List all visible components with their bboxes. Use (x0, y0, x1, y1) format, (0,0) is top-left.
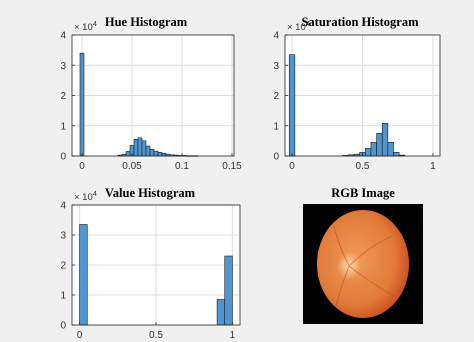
hue-histogram-bar (133, 139, 139, 157)
hue-histogram-title: Hue Histogram (105, 15, 188, 29)
fundus-image (317, 210, 409, 318)
hue-y-tick-label: 2 (60, 91, 66, 102)
hue-histogram-bar (145, 145, 151, 157)
saturation-histogram-title: Saturation Histogram (301, 15, 419, 29)
saturation-histogram-bar (387, 142, 394, 157)
hue-y-exponent-label: × 104 (74, 19, 97, 33)
saturation-histogram-bar (393, 152, 400, 157)
value-histogram-axes: 0 0.5 1 0 1 2 3 4 × 104 (60, 189, 241, 341)
saturation-y-exponent-label: × 104 (287, 19, 310, 33)
hue-x-tick-label: 0.1 (175, 161, 189, 172)
hue-histogram-bar (141, 140, 147, 157)
saturation-x-tick-label: 0.5 (356, 161, 370, 172)
hue-histogram-bar (79, 52, 85, 157)
hue-y-tick-label: 4 (60, 31, 66, 42)
value-x-tick-label: 0 (77, 330, 83, 341)
hue-histogram-bar (137, 137, 143, 157)
saturation-histogram-bar (365, 148, 372, 157)
hue-histogram-panel: Hue Histogram 0 0.05 0.1 0.15 0 1 2 3 4 × 104 (60, 15, 242, 172)
hue-histogram-bar (125, 151, 131, 157)
value-histogram-bar (216, 299, 226, 326)
hue-x-tick-label: 0.05 (122, 161, 142, 172)
saturation-histogram-bar (381, 123, 389, 157)
value-y-tick-label: 0 (60, 321, 66, 332)
hue-x-tick-label: 0.15 (222, 161, 242, 172)
hue-histogram-bar (161, 152, 167, 157)
hue-histogram-bar (157, 152, 163, 157)
saturation-histogram-bar (370, 142, 377, 157)
retinal-vessels (333, 225, 395, 307)
saturation-y-tick-label: 1 (273, 121, 279, 132)
hue-y-tick-label: 3 (60, 61, 66, 72)
rgb-image-panel: RGB Image (303, 186, 423, 324)
saturation-histogram-bar (376, 133, 383, 157)
hue-y-tick-label: 1 (60, 121, 66, 132)
value-y-tick-label: 4 (60, 201, 66, 212)
value-y-tick-label: 2 (60, 261, 66, 272)
saturation-histogram-axes: 0 0.5 1 0 1 2 3 4 × 104 (273, 19, 441, 172)
value-histogram-panel: Value Histogram 0 0.5 1 0 1 2 3 4 × 104 (60, 186, 241, 341)
saturation-y-tick-label: 3 (273, 61, 279, 72)
value-histogram-bar (224, 255, 233, 326)
value-histogram-title: Value Histogram (105, 186, 196, 200)
hue-y-tick-label: 0 (60, 152, 66, 163)
saturation-y-tick-label: 0 (273, 152, 279, 163)
value-x-tick-label: 1 (230, 330, 236, 341)
hue-histogram-bar (149, 149, 155, 157)
value-y-exponent-label: × 104 (74, 189, 97, 203)
value-histogram-bar (79, 224, 88, 326)
value-y-tick-label: 1 (60, 291, 66, 302)
saturation-histogram-panel: Saturation Histogram 0 0.5 1 0 1 2 3 4 × 104 (273, 15, 441, 172)
value-x-tick-label: 0.5 (149, 330, 163, 341)
saturation-x-tick-label: 1 (430, 161, 436, 172)
saturation-histogram-bar (288, 54, 296, 157)
rgb-image-title: RGB Image (331, 186, 395, 200)
value-y-tick-label: 3 (60, 231, 66, 242)
saturation-y-tick-label: 2 (273, 91, 279, 102)
hue-x-tick-label: 0 (79, 161, 85, 172)
hue-histogram-axes: 0 0.05 0.1 0.15 0 1 2 3 4 × 104 (60, 19, 242, 172)
hue-histogram-bar (153, 150, 159, 157)
saturation-y-tick-label: 4 (273, 31, 279, 42)
saturation-x-tick-label: 0 (289, 161, 295, 172)
